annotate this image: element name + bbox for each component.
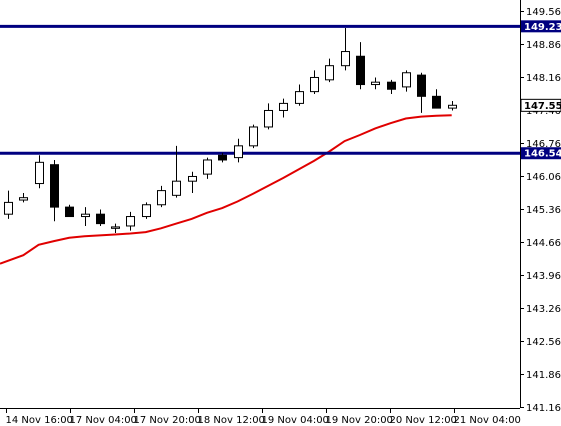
y-tick-label: 145.360 <box>526 205 561 216</box>
y-tick-label: 146.760 <box>526 139 561 150</box>
candle-body <box>218 154 227 161</box>
candle-body <box>234 145 243 159</box>
level-price-tag <box>521 20 561 33</box>
candle-body <box>188 175 197 182</box>
level-price-tag <box>521 147 561 160</box>
candle-body <box>203 159 212 175</box>
x-tick-label: 20 Nov 12:00 <box>390 415 457 426</box>
y-tick-label: 144.660 <box>526 238 561 249</box>
candle-body <box>96 213 105 225</box>
candle <box>310 70 319 94</box>
y-tick-label: 146.060 <box>526 172 561 183</box>
candle <box>188 171 197 193</box>
candle-body <box>19 197 28 201</box>
x-tick-label: 21 Nov 04:00 <box>454 415 521 426</box>
candle-body <box>172 180 181 196</box>
y-tick-label: 148.160 <box>526 73 561 84</box>
candle-body <box>264 109 273 128</box>
level-price-text: 149.235 <box>524 22 561 33</box>
candle-body <box>279 102 288 111</box>
candle-body <box>157 190 166 206</box>
candle <box>371 77 380 90</box>
candle-body <box>371 81 380 86</box>
candles-layer <box>4 27 457 234</box>
candle-body <box>387 81 396 90</box>
candle-body <box>142 204 151 218</box>
candle-body <box>111 226 120 229</box>
candle <box>432 89 441 109</box>
candle-body <box>295 91 304 104</box>
candle <box>126 211 135 231</box>
candle <box>81 207 90 226</box>
candle-body <box>50 164 59 208</box>
candle <box>264 103 273 130</box>
x-tick-label: 17 Nov 20:00 <box>134 415 201 426</box>
candle-body <box>448 104 457 109</box>
candle <box>142 202 151 219</box>
price-labels-layer: 149.235 146.543 147.559 <box>520 20 561 160</box>
candle <box>417 72 426 113</box>
y-tick-label: 149.560 <box>526 7 561 18</box>
candle <box>111 223 120 234</box>
candle-body <box>402 72 411 88</box>
y-tick-label: 141.860 <box>526 370 561 381</box>
candle <box>279 98 288 118</box>
y-tick-label: 142.560 <box>526 337 561 348</box>
candle <box>218 152 227 163</box>
candle-body <box>4 201 13 215</box>
candle-body <box>126 216 135 227</box>
candle-body <box>432 95 441 109</box>
candle <box>325 58 334 83</box>
y-tick-label: 141.160 <box>526 403 561 414</box>
candle <box>50 159 59 222</box>
candle <box>35 155 44 189</box>
candle-body <box>325 65 334 81</box>
candle-body <box>310 76 319 93</box>
candle <box>172 145 181 198</box>
x-tick-label: 14 Nov 16:00 <box>6 415 73 426</box>
candle <box>249 124 258 149</box>
candle <box>387 79 396 94</box>
candle-body <box>35 161 44 185</box>
candle <box>157 185 166 208</box>
candle <box>19 192 28 203</box>
current-price-tag <box>520 98 561 112</box>
x-tick-label: 17 Nov 04:00 <box>70 415 137 426</box>
candle-body <box>65 206 74 218</box>
level-price-text: 146.543 <box>524 149 561 160</box>
candle <box>402 70 411 92</box>
x-tick-label: 19 Nov 04:00 <box>262 415 329 426</box>
plot-background <box>0 0 520 408</box>
candle <box>96 209 105 226</box>
candle <box>4 190 13 219</box>
candle-body <box>417 74 426 97</box>
candle <box>448 101 457 111</box>
candle <box>234 138 243 163</box>
moving-average-layer <box>0 114 452 265</box>
candle <box>356 42 365 90</box>
x-tick-label: 18 Nov 12:00 <box>198 415 265 426</box>
candle-body <box>341 51 350 67</box>
moving-average-line <box>0 114 452 265</box>
candle <box>203 157 212 179</box>
candle <box>65 204 74 218</box>
candle-body <box>249 126 258 147</box>
candle <box>295 84 304 106</box>
y-tick-label: 148.860 <box>526 40 561 51</box>
candle-body <box>81 213 90 218</box>
y-tick-label: 143.260 <box>526 304 561 315</box>
y-tick-label: 143.960 <box>526 271 561 282</box>
candle-body <box>356 55 365 86</box>
horizontal-lines-layer <box>0 24 520 155</box>
price-axis: 149.560148.860148.160147.460146.760146.0… <box>520 7 561 414</box>
current-price-text: 147.559 <box>524 101 561 112</box>
x-tick-label: 19 Nov 20:00 <box>326 415 393 426</box>
candle <box>341 27 350 71</box>
